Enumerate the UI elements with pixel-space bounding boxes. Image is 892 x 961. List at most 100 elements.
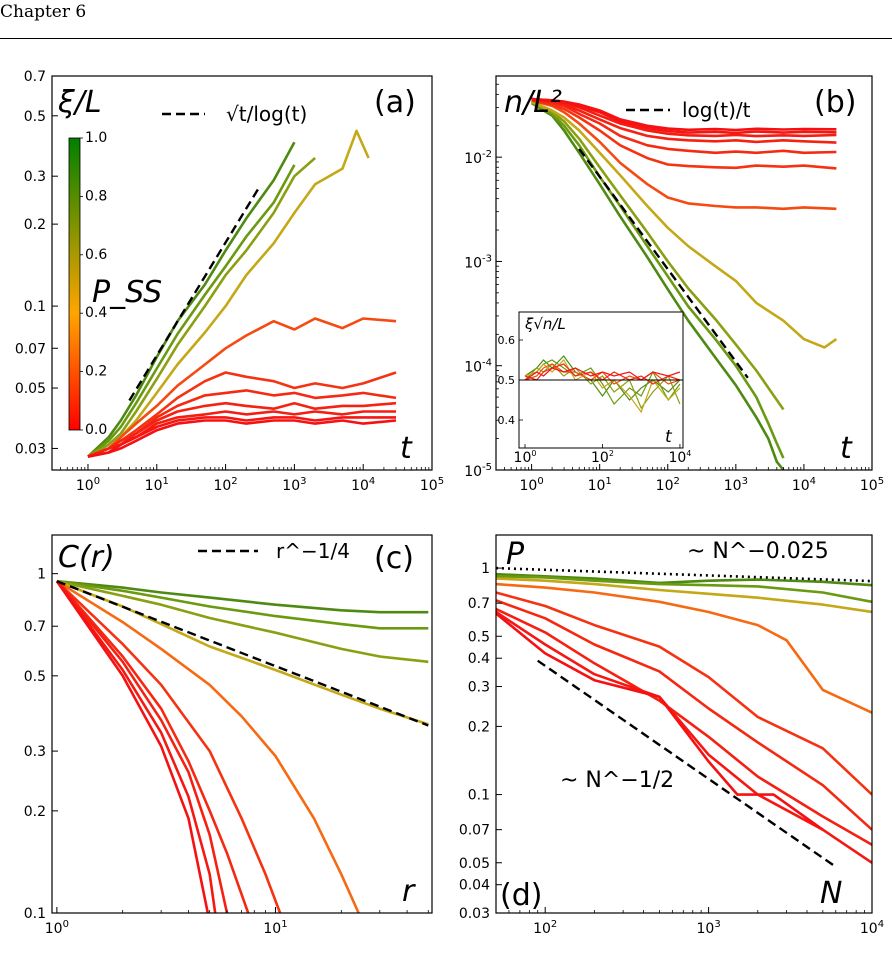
y-tick-label: 0.07 — [15, 341, 46, 357]
x-tick-label: 101 — [145, 476, 169, 494]
legend-label: r^−1/4 — [276, 539, 350, 563]
series-line-c-2 — [56, 579, 429, 664]
y-tick-label: 0.3 — [24, 744, 46, 760]
y-tick-label: 0.5 — [24, 109, 46, 125]
x-tick-label: 102 — [213, 476, 237, 494]
reference-dotted-line-d — [495, 566, 873, 583]
series-line-d-8 — [496, 612, 824, 831]
x-tick-label: 100 — [45, 919, 69, 937]
y-tick-label: 1 — [37, 567, 46, 583]
axes-frame-b — [495, 75, 873, 471]
y-tick-label: 0.1 — [468, 788, 490, 804]
series-line-b-3 — [531, 100, 838, 349]
series-line-c-6 — [55, 580, 250, 913]
series-line-a-10 — [87, 419, 397, 458]
series-line-d-3 — [496, 582, 872, 714]
series-line-b-10 — [531, 97, 837, 132]
series-line-b-7 — [531, 97, 837, 144]
y-tick-label: 0.04 — [459, 878, 490, 894]
panel-label: (c) — [374, 541, 414, 576]
inset-series-line-6 — [524, 367, 681, 381]
series-line-c-8 — [55, 580, 217, 913]
colorbar-tick-label: 0.8 — [85, 188, 107, 204]
y-tick-label: 0.1 — [24, 906, 46, 922]
legend-label: √t/log(t) — [226, 102, 307, 126]
panel-c: 100 101 0.1 0.2 0.3 0.5 0.7 1 C(r) r (c) r^−1/4 — [24, 534, 433, 937]
series-line-c-4 — [56, 580, 360, 913]
inset-y-axis-label: ξ√n/L — [524, 315, 566, 333]
series-line-c-9 — [55, 580, 210, 913]
chapter-header: Chapter 6 — [0, 2, 87, 22]
series-line-d-7 — [496, 610, 872, 864]
x-tick-label: 104 — [860, 919, 884, 937]
colorbar-tick-label: 1.0 — [85, 130, 107, 146]
x-tick-label: 104 — [792, 476, 816, 494]
y-tick-label: 0.2 — [468, 719, 490, 735]
y-tick-label: 0.5 — [468, 629, 490, 645]
inset-x-tick-label: 100 — [514, 449, 537, 466]
inset-series-line-5 — [524, 363, 681, 385]
series-line-c-5 — [56, 580, 282, 913]
reference-dashed-line-d — [537, 659, 837, 868]
colorbar-tick-label: 0.4 — [85, 305, 107, 321]
series-line-b-6 — [531, 99, 837, 155]
y-axis-label: P — [506, 537, 525, 572]
y-tick-label: 10-4 — [464, 358, 492, 376]
y-tick-label: 0.03 — [15, 441, 46, 457]
series-line-c-7 — [55, 580, 229, 913]
axes-frame-a — [51, 75, 433, 471]
series-line-d-5 — [496, 599, 872, 831]
series-line-d-2 — [496, 577, 872, 614]
inset-y-tick-label: 0.4 — [498, 414, 516, 427]
annotation-top: ~ N^−0.025 — [687, 539, 829, 564]
y-tick-label: 0.2 — [24, 804, 46, 820]
y-tick-label: 0.1 — [24, 299, 46, 315]
y-tick-label: 0.05 — [459, 856, 490, 872]
x-axis-label: N — [820, 876, 842, 911]
x-tick-label: 102 — [656, 476, 680, 494]
inset-plot: 100 102 104 0.4 0.5 0.6 ξ√n/L t — [498, 311, 691, 466]
panel-label: (a) — [374, 85, 416, 120]
axes-frame-d — [495, 534, 873, 914]
x-tick-label: 101 — [263, 919, 287, 937]
series-line-b-2 — [531, 100, 785, 411]
y-tick-label: 0.03 — [459, 906, 490, 922]
colorbar-tick-label: 0.0 — [85, 422, 107, 438]
y-tick-label: 0.3 — [24, 169, 46, 185]
series-line-d-6 — [496, 607, 872, 846]
y-tick-label: 1 — [481, 561, 490, 577]
colorbar — [68, 137, 81, 431]
x-axis-label: t — [400, 431, 413, 466]
y-axis-label: ξ/L — [57, 85, 102, 120]
y-tick-label: 0.5 — [24, 669, 46, 685]
y-tick-label: 0.4 — [468, 651, 490, 667]
series-line-b-4 — [531, 99, 837, 211]
annotation-mid: ~ N^−1/2 — [560, 768, 674, 793]
series-line-a-6 — [87, 389, 397, 458]
panel-label: (d) — [500, 878, 542, 913]
colorbar-tick-label: 0.2 — [85, 364, 107, 380]
legend-label: log(t)/t — [682, 98, 751, 122]
header-rule — [0, 38, 892, 39]
x-tick-label: 100 — [76, 476, 100, 494]
y-tick-label: 0.07 — [459, 823, 490, 839]
panel-b: 100 101 102 103 104 105 10-5 10-4 10-3 10-2 n/L² t (… — [464, 75, 884, 494]
inset-y-tick-label: 0.5 — [498, 374, 516, 387]
y-axis-label: C(r) — [58, 540, 115, 575]
y-tick-label: 0.2 — [24, 217, 46, 233]
x-tick-label: 105 — [420, 476, 444, 494]
y-tick-label: 10-2 — [464, 149, 492, 167]
series-line-a-1 — [87, 164, 296, 458]
series-line-b-1 — [530, 101, 785, 459]
reference-line-b — [578, 148, 749, 379]
inset-x-tick-label: 102 — [591, 449, 614, 466]
reference-line-c — [56, 580, 429, 727]
series-line-b-0 — [530, 101, 785, 470]
x-tick-label: 100 — [519, 476, 543, 494]
x-tick-label: 103 — [696, 919, 720, 937]
inset-x-tick-label: 104 — [668, 449, 691, 466]
x-axis-label: t — [840, 431, 853, 466]
colorbar-tick-label: 0.6 — [85, 247, 107, 263]
x-tick-label: 103 — [724, 476, 748, 494]
